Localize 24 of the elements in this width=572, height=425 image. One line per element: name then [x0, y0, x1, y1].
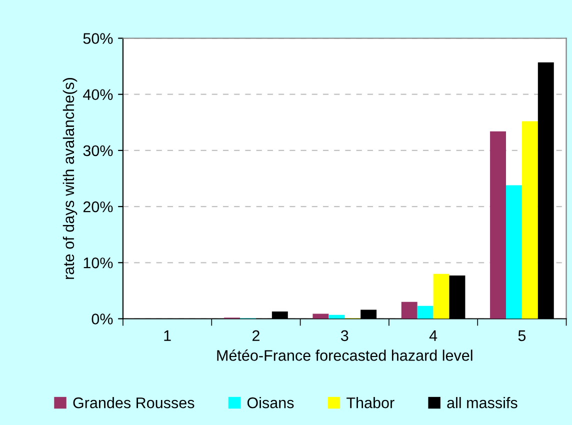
- y-tick-label: 40%: [83, 89, 113, 100]
- bar: [401, 302, 418, 319]
- y-tick-label: 50%: [83, 33, 113, 44]
- x-axis-title: Météo-France forecasted hazard level: [217, 349, 472, 361]
- x-tick-label: 4: [429, 330, 438, 341]
- x-tick-label: 1: [164, 330, 171, 341]
- y-tick-label: 0%: [92, 314, 113, 324]
- legend-label: all massifs: [447, 397, 518, 408]
- bar: [417, 306, 434, 319]
- legend-label: Thabor: [346, 397, 394, 408]
- bar: [433, 274, 450, 319]
- x-tick-label: 3: [340, 330, 348, 342]
- bar: [312, 314, 329, 319]
- bar: [506, 185, 522, 319]
- y-tick-label: 20%: [83, 201, 113, 212]
- bar: [490, 131, 506, 319]
- x-tick-label: 2: [252, 330, 260, 341]
- legend-label: Oisans: [247, 397, 294, 408]
- y-tick-label: 30%: [83, 145, 113, 156]
- x-tick-label: 5: [518, 330, 526, 342]
- y-axis-title: rate of days with avalanche(s): [62, 78, 78, 279]
- legend-label: Grandes Rousses: [73, 397, 194, 408]
- y-tick-label: 10%: [84, 258, 113, 268]
- bar: [522, 121, 538, 319]
